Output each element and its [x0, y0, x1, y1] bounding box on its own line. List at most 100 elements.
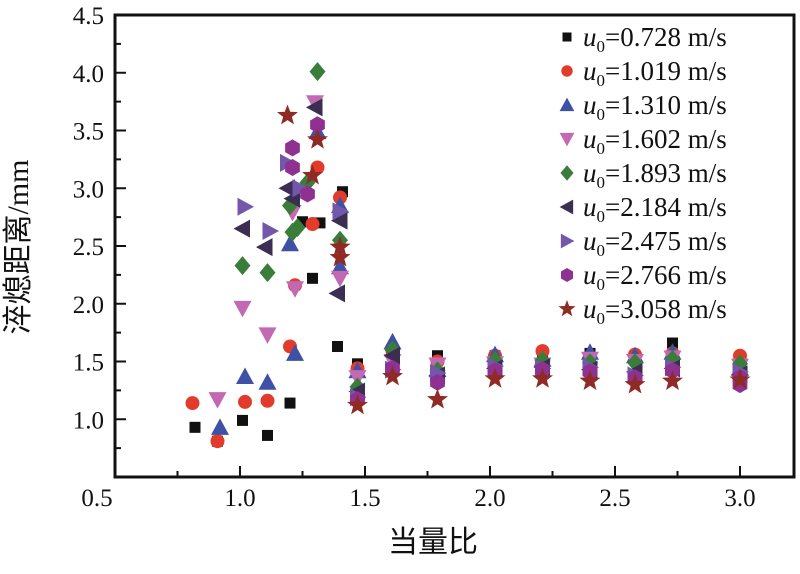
- data-point: [309, 62, 326, 82]
- data-point: [189, 421, 201, 433]
- x-axis-title: 当量比: [388, 526, 478, 559]
- data-point: [662, 370, 683, 391]
- x-tick-label: 1.5: [349, 485, 380, 512]
- y-tick-label: 1.0: [73, 407, 104, 434]
- data-point: [331, 211, 348, 230]
- y-tick-label: 2.5: [73, 234, 104, 261]
- data-point: [332, 340, 343, 352]
- legend-label: u0=2.766 m/s: [583, 260, 727, 294]
- legend-label: u0=3.058 m/s: [583, 294, 727, 328]
- triangle-left-legend-icon: [559, 199, 574, 215]
- legend-item: u0=1.602 m/s: [559, 124, 727, 158]
- y-tick-label: 3.5: [73, 119, 104, 146]
- hexagon-legend-icon: [560, 268, 574, 282]
- data-point: [307, 128, 328, 149]
- data-point: [292, 179, 309, 198]
- data-point: [233, 219, 250, 238]
- data-point: [277, 104, 298, 125]
- data-point: [258, 373, 277, 390]
- data-points: [185, 62, 751, 449]
- data-point: [484, 367, 506, 388]
- data-point: [347, 394, 368, 415]
- data-point: [328, 284, 345, 303]
- legend-item: u0=3.058 m/s: [558, 294, 727, 328]
- data-point: [382, 365, 403, 386]
- x-tick-label: 2.5: [599, 485, 630, 512]
- legend-label: u0=1.310 m/s: [583, 90, 727, 124]
- y-tick-label: 4.5: [73, 3, 104, 30]
- data-point: [532, 367, 553, 388]
- y-axis-title: 淬熄距离/mm: [2, 159, 35, 334]
- data-point: [258, 327, 277, 344]
- y-tick-label: 2.0: [73, 292, 104, 319]
- data-point: [289, 218, 306, 238]
- data-point: [329, 246, 351, 267]
- data-point: [286, 281, 304, 298]
- x-tick-label: 3.0: [724, 485, 755, 512]
- legend-label: u0=2.184 m/s: [583, 192, 727, 226]
- data-point: [331, 257, 349, 275]
- x-tick-label: 1.0: [224, 485, 255, 512]
- data-point: [233, 300, 252, 318]
- data-point: [286, 344, 304, 361]
- data-point: [185, 396, 200, 411]
- data-point: [284, 397, 296, 409]
- data-point: [300, 185, 315, 203]
- plot-area: 1.0 1.5 2.0 2.5 3.0 3.5 4.0 4.5 0.5 1.0 1.5 2.0 2.5…: [73, 3, 796, 512]
- data-point: [329, 236, 351, 257]
- data-point: [306, 98, 323, 117]
- y-tick-label: 1.5: [73, 350, 104, 377]
- data-point: [262, 221, 279, 240]
- circle-legend-icon: [561, 65, 573, 77]
- x-tick-label: 0.5: [81, 485, 112, 512]
- legend: u0=0.728 m/su0=1.019 m/su0=1.310 m/su0=1…: [558, 22, 727, 328]
- x-tick-label: 2.0: [474, 485, 505, 512]
- data-point: [430, 373, 445, 391]
- data-point: [238, 394, 252, 409]
- data-point: [237, 414, 248, 426]
- data-point: [262, 429, 273, 441]
- data-point: [236, 367, 254, 385]
- star-legend-icon: [558, 299, 576, 317]
- y-tick-label: 4.0: [73, 61, 104, 88]
- data-point: [307, 272, 318, 284]
- data-point: [285, 158, 300, 176]
- data-point: [297, 216, 308, 228]
- y-axis: [115, 14, 126, 478]
- series--0-3.058-: [277, 104, 751, 415]
- legend-item: u0=2.766 m/s: [560, 260, 727, 294]
- diamond-legend-icon: [560, 165, 574, 181]
- square-legend-icon: [562, 32, 572, 42]
- y-tick-label: 3.0: [73, 176, 104, 203]
- data-point: [259, 263, 276, 283]
- legend-label: u0=0.728 m/s: [583, 22, 727, 56]
- legend-label: u0=2.475 m/s: [583, 226, 727, 260]
- triangle-down-legend-icon: [559, 132, 575, 147]
- data-point: [285, 139, 300, 157]
- data-point: [579, 370, 601, 391]
- data-point: [624, 373, 646, 394]
- data-point: [314, 217, 326, 229]
- data-point: [427, 388, 448, 409]
- legend-item: u0=2.184 m/s: [559, 192, 727, 226]
- data-point: [260, 393, 275, 408]
- legend-item: u0=2.475 m/s: [560, 226, 727, 260]
- data-point: [383, 346, 400, 365]
- data-point: [305, 217, 320, 232]
- legend-item: u0=1.893 m/s: [560, 158, 727, 192]
- y-axis-tick-labels: 1.0 1.5 2.0 2.5 3.0 3.5 4.0 4.5: [73, 3, 104, 434]
- data-point: [210, 434, 225, 449]
- data-point: [256, 238, 273, 257]
- data-point: [667, 337, 678, 349]
- data-point: [332, 202, 349, 221]
- data-point: [729, 368, 751, 389]
- data-point: [310, 116, 325, 134]
- x-axis-tick-labels: 0.5 1.0 1.5 2.0 2.5 3.0: [81, 485, 755, 512]
- data-point: [237, 197, 254, 216]
- triangle-up-legend-icon: [559, 97, 575, 112]
- legend-item: u0=1.019 m/s: [561, 56, 727, 90]
- x-axis: [114, 466, 741, 477]
- legend-label: u0=1.893 m/s: [583, 158, 727, 192]
- legend-label: u0=1.602 m/s: [583, 124, 727, 158]
